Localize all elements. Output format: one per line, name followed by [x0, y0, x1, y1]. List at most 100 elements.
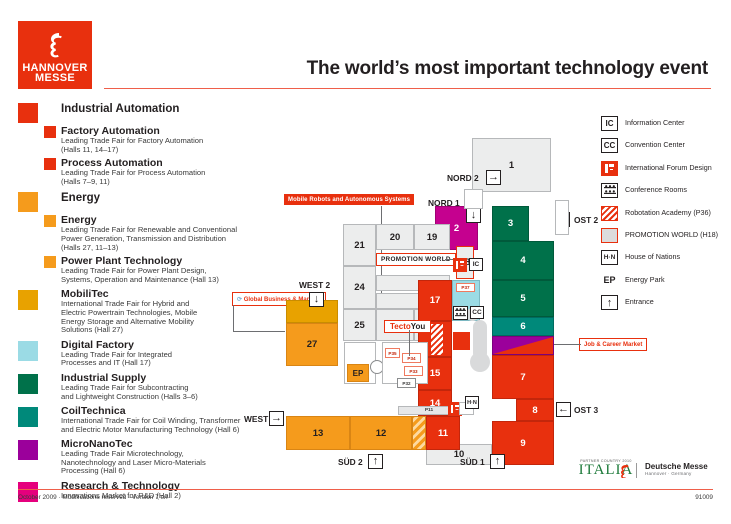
legend-item-desc: Leading Trade Fair for Subcontracting: [61, 382, 189, 392]
tectoyou-part1: Tecto: [390, 322, 411, 331]
entrance-arrow-nord2[interactable]: →: [486, 170, 501, 185]
pavilion-P32[interactable]: P32: [397, 378, 416, 388]
hall-6-micronanotec-section[interactable]: [492, 336, 554, 355]
entrance-label-nord2: NORD 2: [447, 173, 479, 183]
hannover-messe-logo: HANNOVER MESSE: [18, 21, 92, 89]
convention-center-icon: CC: [601, 138, 618, 154]
robotation-academy-icon[interactable]: [430, 323, 444, 356]
energy-park-marker[interactable]: EP: [347, 364, 369, 382]
hall-17[interactable]: 17: [418, 280, 452, 321]
pavilion-P34[interactable]: P34: [402, 353, 421, 363]
entrance-icon: ↑: [601, 295, 618, 311]
legend-item-desc: (Halls 27, 11–13): [61, 242, 119, 252]
facility-label: House of Nations: [625, 252, 681, 262]
facility-label: Energy Park: [625, 274, 665, 284]
legend-item-desc: Innovations Market for R&D (Hall 2): [61, 491, 181, 501]
hall-3[interactable]: 3: [492, 206, 529, 241]
footer-divider: [18, 489, 713, 491]
legend-item-coiltechnica: CoilTechnica International Trade Fair fo…: [18, 405, 270, 434]
legend-item-desc: and Electric Motor Manufacturing Technol…: [61, 424, 240, 434]
logo-wordmark: HANNOVER MESSE: [18, 63, 92, 84]
organizer-logo: Deutsche Messe Hannover · Germany: [621, 462, 708, 478]
entrance-arrow-sued2[interactable]: ↑: [368, 454, 383, 469]
hall-5[interactable]: 5: [492, 280, 554, 317]
pavilion-P37[interactable]: P37: [456, 283, 475, 292]
fairground-map[interactable]: Mobile Robots and Autonomous Systems ⟳ G…: [232, 120, 648, 469]
entrance-arrow-west2[interactable]: ↓: [309, 292, 324, 307]
legend-item-desc: (Halls 7–9, 11): [61, 176, 110, 186]
legend-item-title: Industrial Supply: [61, 371, 147, 384]
convention-center-icon[interactable]: CC: [470, 306, 484, 319]
facility-label: Convention Center: [625, 140, 685, 150]
callout-leader-line: [233, 331, 285, 332]
facility-label: International Forum Design: [625, 162, 712, 172]
legend-swatch: [18, 103, 38, 123]
tectoyou-label: TectoYou: [384, 320, 432, 333]
hall-16-annex[interactable]: [452, 331, 471, 351]
legend-group-industrial-automation: Industrial Automation Factory Automation…: [18, 101, 270, 186]
conference-rooms-icon[interactable]: [453, 306, 468, 320]
legend-swatch: [18, 340, 38, 361]
legend-item-desc: International Trade Fair for Coil Windin…: [61, 416, 241, 426]
information-center-icon: IC: [601, 116, 618, 131]
hall-19[interactable]: 19: [414, 224, 450, 250]
legend-item-desc: Solutions (Hall 27): [61, 325, 124, 335]
entrance-label-ost3: OST 3: [574, 405, 599, 415]
callout-mobile-robots: Mobile Robots and Autonomous Systems: [284, 194, 415, 205]
legend-item-desc: Leading Trade Fair for Integrated: [61, 349, 173, 359]
tectoyou-part2: You: [410, 322, 426, 331]
legend-item-desc: Energy Storage and Alternative Mobility: [61, 316, 194, 326]
information-center-icon[interactable]: IC: [469, 258, 483, 271]
organizer-name: Deutsche Messe: [645, 462, 708, 471]
entrance-arrow-ost3[interactable]: ←: [556, 402, 571, 417]
legend-item-desc: Systems, Operation and Maintenance (Hall…: [61, 274, 219, 284]
legend-swatch: [18, 407, 38, 428]
house-of-nations-icon[interactable]: H·N: [465, 396, 479, 409]
legend-swatch: [44, 256, 56, 269]
legend-group-title: Energy: [61, 192, 100, 205]
pavilion-P33[interactable]: P33: [404, 366, 423, 376]
pavilion-P35[interactable]: P35: [385, 348, 400, 358]
facility-house-of-nations: H·N House of Nations: [601, 250, 731, 272]
entrance-arrow-nord1[interactable]: ↓: [466, 208, 481, 223]
hall-27[interactable]: 27: [286, 323, 338, 366]
walkway-spine: [473, 320, 487, 360]
hall-8[interactable]: 8: [516, 399, 554, 421]
entrance-label-west1: WEST 1: [244, 414, 276, 424]
legend-item-desc: Processing (Hall 6): [61, 466, 126, 476]
facility-label: Information Center: [625, 118, 685, 127]
header-divider: [104, 88, 711, 90]
forum-design-icon[interactable]: [453, 258, 467, 272]
hall-25[interactable]: 25: [343, 309, 376, 341]
legend-item-desc: Leading Trade Fair for Power Plant Desig…: [61, 266, 207, 276]
callout-leader-line: [409, 330, 410, 356]
legend-item-desc: International Trade Fair for Hybrid and: [61, 299, 190, 309]
robotation-academy-icon: [601, 205, 618, 221]
legend-item-desc: Leading Trade Fair for Factory Automatio…: [61, 136, 204, 145]
hall-6[interactable]: 6: [492, 317, 554, 336]
forum-design-icon[interactable]: [448, 402, 462, 416]
house-of-nations-icon: H·N: [601, 250, 618, 266]
hall-1[interactable]: 1: [472, 138, 551, 192]
facility-energy-park: EP Energy Park: [601, 273, 731, 295]
legend-item-title: Energy: [61, 214, 97, 227]
promotion-world-icon: [601, 227, 618, 243]
hall-12[interactable]: 12: [350, 416, 412, 450]
hall-20[interactable]: 20: [376, 224, 414, 250]
callout-text: Global Business & Markets: [243, 296, 322, 303]
hall-24[interactable]: 24: [343, 266, 376, 309]
facility-information-center: IC Information Center: [601, 116, 731, 138]
legend-item-title: MicroNanoTec: [61, 438, 133, 451]
entrance-arrow-sued1[interactable]: ↑: [490, 454, 505, 469]
promotion-world-text: PROMOTION WORLD: [381, 256, 451, 263]
legend-item-desc: Leading Trade Fair Microtechnology,: [61, 449, 184, 459]
logo-divider: [636, 463, 637, 478]
hall-12-transition[interactable]: [412, 416, 426, 450]
hall-11[interactable]: 11: [426, 416, 460, 450]
hall-21[interactable]: 21: [343, 224, 376, 266]
entrance-arrow-west1[interactable]: →: [269, 411, 284, 426]
hall-4[interactable]: 4: [492, 241, 554, 280]
hall-13[interactable]: 13: [286, 416, 350, 450]
hall-7[interactable]: 7: [492, 355, 554, 399]
